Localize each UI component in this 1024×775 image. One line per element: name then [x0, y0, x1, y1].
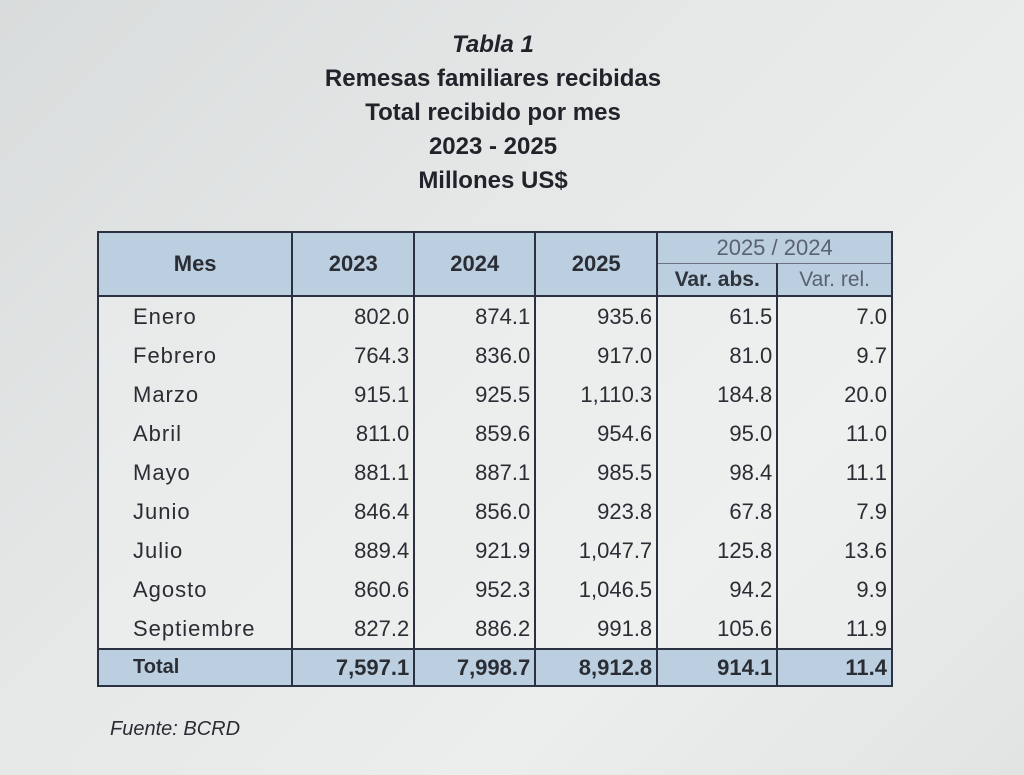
header-2025: 2025: [534, 232, 658, 297]
cell-var-abs: 61.5: [656, 296, 778, 336]
table-row: Marzo 915.1 925.5 1,110.3 184.8 20.0: [96, 375, 892, 414]
header-month: Mes: [96, 232, 293, 297]
cell-value-2025: 991.8: [534, 609, 658, 649]
cell-value-2025: 935.6: [534, 296, 658, 336]
cell-month: Junio: [96, 492, 293, 531]
cell-value-2024: 921.9: [413, 531, 536, 570]
cell-month: Marzo: [96, 375, 293, 414]
cell-var-rel: 7.9: [776, 492, 892, 531]
cell-value-2025: 1,110.3: [534, 375, 658, 414]
cell-value-2024: 925.5: [413, 375, 536, 414]
cell-value-2025: 985.5: [534, 453, 658, 492]
cell-value-2023: 881.1: [291, 453, 415, 492]
cell-var-abs: 67.8: [656, 492, 778, 531]
cell-value-2023: 764.3: [291, 336, 415, 375]
cell-var-abs: 125.8: [656, 531, 778, 570]
table-period: 2023 - 2025: [428, 133, 558, 160]
table-row: Julio 889.4 921.9 1,047.7 125.8 13.6: [96, 531, 892, 570]
header-2023: 2023: [291, 232, 415, 297]
cell-var-abs: 94.2: [656, 570, 778, 609]
table-row: Agosto 860.6 952.3 1,046.5 94.2 9.9: [96, 570, 892, 609]
cell-value-2025: 1,046.5: [534, 570, 658, 609]
cell-var-abs: 95.0: [656, 414, 778, 453]
remittances-table: Mes 2023 2024 2025 2025 / 2024 Var. abs.…: [96, 231, 893, 687]
total-2025: 8,912.8: [534, 648, 658, 686]
cell-value-2023: 811.0: [291, 414, 415, 453]
cell-var-rel: 20.0: [776, 375, 892, 414]
table-number: Tabla 1: [452, 31, 534, 58]
cell-value-2023: 860.6: [291, 570, 415, 609]
total-row: Total 7,597.1 7,998.7 8,912.8 914.1 11.4: [96, 648, 892, 686]
header-2024: 2024: [413, 232, 536, 297]
total-2024: 7,998.7: [413, 648, 536, 686]
cell-var-rel: 11.0: [776, 414, 892, 453]
table-row: Septiembre 827.2 886.2 991.8 105.6 11.9: [96, 609, 892, 649]
table-row: Enero 802.0 874.1 935.6 61.5 7.0: [96, 296, 892, 336]
cell-value-2025: 923.8: [534, 492, 658, 531]
source-note: Fuente: BCRD: [110, 718, 241, 740]
total-var-rel: 11.4: [776, 648, 892, 686]
cell-value-2024: 836.0: [413, 336, 536, 375]
cell-month: Septiembre: [96, 609, 293, 649]
table-units: Millones US$: [418, 167, 568, 194]
cell-month: Abril: [96, 414, 293, 453]
cell-value-2025: 1,047.7: [534, 531, 658, 570]
cell-value-2025: 954.6: [534, 414, 658, 453]
cell-month: Mayo: [96, 453, 293, 492]
table-subtitle: Total recibido por mes: [365, 99, 621, 126]
table-row: Mayo 881.1 887.1 985.5 98.4 11.1: [96, 453, 892, 492]
cell-var-abs: 81.0: [656, 336, 778, 375]
cell-value-2023: 846.4: [291, 492, 415, 531]
cell-value-2024: 859.6: [413, 414, 536, 453]
total-label: Total: [96, 648, 293, 686]
cell-var-rel: 9.9: [776, 570, 892, 609]
table-row: Abril 811.0 859.6 954.6 95.0 11.0: [96, 414, 892, 453]
cell-var-rel: 11.1: [776, 453, 892, 492]
total-var-abs: 914.1: [656, 648, 778, 686]
table-title: Remesas familiares recibidas: [324, 65, 662, 92]
cell-month: Julio: [96, 531, 293, 570]
cell-value-2024: 856.0: [413, 492, 536, 531]
table-row: Junio 846.4 856.0 923.8 67.8 7.9: [96, 492, 892, 531]
cell-month: Febrero: [96, 336, 293, 375]
cell-month: Agosto: [96, 570, 293, 609]
cell-value-2024: 886.2: [413, 609, 536, 649]
cell-var-abs: 105.6: [656, 609, 778, 649]
table-caption: Tabla 1 Remesas familiares recibidas Tot…: [0, 28, 986, 198]
cell-value-2023: 889.4: [291, 531, 415, 570]
cell-var-rel: 11.9: [776, 609, 892, 649]
cell-value-2023: 827.2: [291, 609, 415, 649]
cell-var-rel: 9.7: [776, 336, 892, 375]
cell-var-abs: 184.8: [656, 375, 778, 414]
cell-value-2023: 915.1: [291, 375, 415, 414]
total-2023: 7,597.1: [291, 648, 415, 686]
header-group-2025-2024: 2025 / 2024: [656, 232, 892, 264]
cell-var-abs: 98.4: [656, 453, 778, 492]
cell-var-rel: 13.6: [776, 531, 892, 570]
header-var-abs: Var. abs.: [656, 263, 778, 297]
cell-var-rel: 7.0: [776, 296, 892, 336]
cell-value-2024: 874.1: [413, 296, 536, 336]
cell-value-2024: 952.3: [413, 570, 536, 609]
header-var-rel: Var. rel.: [776, 263, 892, 297]
cell-value-2023: 802.0: [291, 296, 415, 336]
cell-value-2025: 917.0: [534, 336, 658, 375]
table-row: Febrero 764.3 836.0 917.0 81.0 9.7: [96, 336, 892, 375]
cell-month: Enero: [96, 296, 293, 336]
cell-value-2024: 887.1: [413, 453, 536, 492]
